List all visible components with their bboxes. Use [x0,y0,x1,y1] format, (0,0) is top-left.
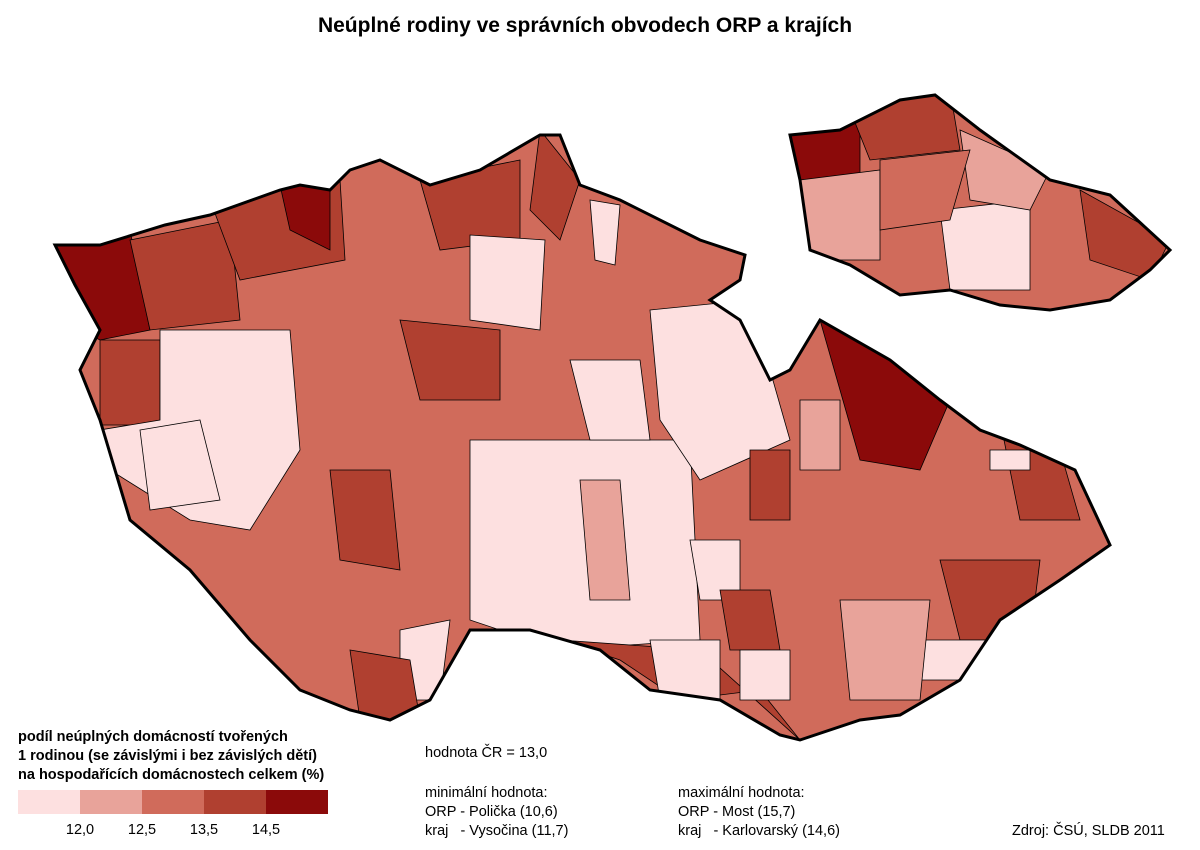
legend-tick: 14,5 [251,822,281,838]
legend-color-bar [18,790,328,814]
source-note: Zdroj: ČSÚ, SLDB 2011 [1012,823,1165,839]
legend-swatch [80,790,142,814]
map-title: Neúplné rodiny ve správních obvodech ORP… [317,14,853,37]
region [589,199,621,266]
region [469,234,546,331]
legend-tick: 12,0 [65,822,95,838]
maximum-info: maximální hodnota: ORP - Most (15,7) kraj … [678,784,840,841]
region [799,399,841,471]
legend-ticks: 12,0 12,5 13,5 14,5 [18,822,338,842]
region [329,469,401,571]
legend-swatch [18,790,80,814]
max-orp: ORP - Most (15,7) [678,804,796,820]
min-orp: ORP - Polička (10,6) [425,804,558,820]
max-heading: maximální hodnota: [678,785,805,801]
region [989,449,1031,471]
legend-swatch [142,790,204,814]
national-value: hodnota ČR = 13,0 [425,745,548,761]
legend-swatch [266,790,328,814]
legend-swatch [204,790,266,814]
legend-tick: 13,5 [189,822,219,838]
region [799,169,881,261]
legend-title-line: na hospodařících domácnostech celkem (%) [18,767,325,783]
region [719,589,781,651]
legend-tick: 12,5 [127,822,157,838]
region [99,339,161,426]
region [749,449,791,521]
region [129,219,241,331]
region [569,359,651,441]
region [939,199,1031,291]
legend-title: podíl neúplných domácností tvořených 1 r… [18,728,324,785]
region [399,319,501,401]
region [469,439,701,651]
minimum-info: minimální hodnota: ORP - Polička (10,6) kr… [425,784,568,841]
min-kraj: kraj - Vysočina (11,7) [425,823,569,839]
max-kraj: kraj - Karlovarský (14,6) [678,823,840,839]
region [529,135,581,241]
min-heading: minimální hodnota: [425,785,548,801]
region [839,599,931,701]
legend-title-line: 1 rodinou (se závislými i bez závislých … [18,748,317,764]
region [739,649,791,701]
region [879,149,971,231]
legend-title-line: podíl neúplných domácností tvořených [18,729,288,745]
region [579,479,631,601]
region [919,639,991,681]
region [139,419,221,511]
